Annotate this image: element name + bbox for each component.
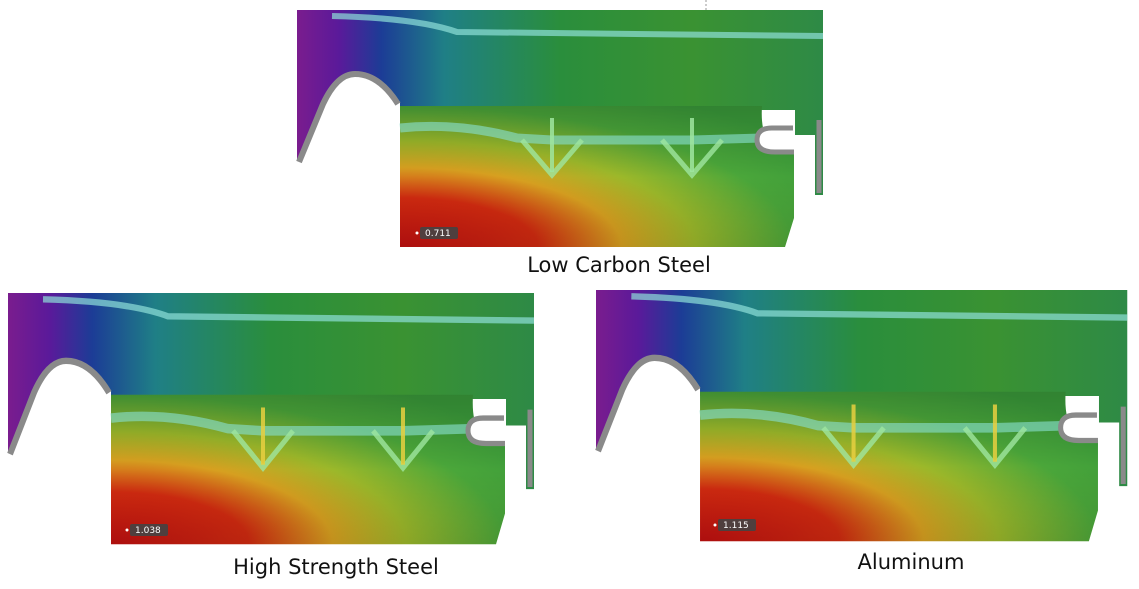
flange-highlight (42, 296, 535, 324)
badge-box (130, 524, 168, 536)
badge-dot (713, 523, 717, 527)
notch-edge (754, 125, 794, 155)
value-badge: 0.711 (415, 227, 458, 239)
left-arm-edge (595, 354, 701, 453)
value-badge: 1.115 (713, 519, 756, 531)
badge-value: 1.115 (723, 521, 749, 531)
v-feature (231, 429, 295, 472)
left-arm-edge (296, 70, 401, 164)
upper-flange (8, 293, 534, 490)
ridge (399, 121, 763, 145)
simulation-panel (296, 10, 824, 247)
notch-edge (1058, 412, 1098, 444)
v-feature (371, 429, 435, 472)
v-feature (660, 138, 724, 179)
ridge (110, 411, 474, 436)
badge-dot (415, 231, 419, 235)
upper-flange (596, 290, 1128, 487)
left-arm-edge (7, 357, 112, 456)
upper-flange (297, 10, 823, 195)
badge-value: 0.711 (425, 229, 451, 239)
simulation-panel (595, 290, 1128, 542)
flange-highlight (631, 293, 1128, 321)
panel-caption: Low Carbon Steel (527, 253, 711, 277)
v-feature (520, 138, 584, 179)
simulation-panel (7, 293, 535, 545)
badge-box (420, 227, 458, 239)
v-feature (821, 426, 886, 469)
notch-edge (465, 415, 505, 447)
v-feature (962, 426, 1028, 469)
panel-caption: High Strength Steel (233, 555, 439, 579)
badge-box (718, 519, 756, 531)
flange-highlight (331, 13, 824, 39)
badge-value: 1.038 (135, 526, 161, 536)
ridge (699, 408, 1066, 433)
value-badge: 1.038 (125, 524, 168, 536)
panel-caption: Aluminum (858, 550, 965, 574)
badge-dot (125, 528, 129, 532)
